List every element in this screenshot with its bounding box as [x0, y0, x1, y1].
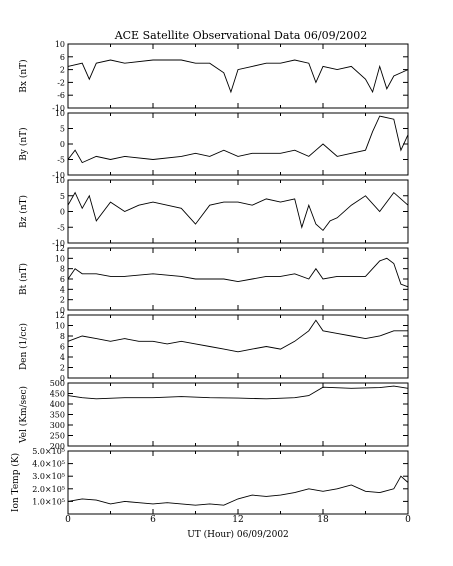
series-line	[67, 319, 408, 353]
chart-title: ACE Satellite Observational Data 06/09/2…	[114, 29, 368, 42]
y-tick-label: -10	[52, 171, 65, 180]
y-tick-label: 450	[50, 390, 65, 399]
y-tick-label: 0	[60, 306, 65, 315]
panel-frame	[67, 112, 409, 176]
panel: 02 46 810 12 Den (1/cc)	[18, 311, 409, 383]
x-tick-label: 0	[65, 515, 71, 525]
y-axis-label: Ion Temp (K)	[10, 453, 21, 512]
panel-frame	[67, 179, 409, 244]
y-axis-label: Bt (nT)	[18, 263, 29, 295]
x-tick-label: 6	[150, 515, 156, 525]
y-tick-label: 0	[60, 374, 65, 383]
y-tick-label: 250	[50, 432, 65, 441]
y-tick-label: 1.0×10⁵	[32, 497, 65, 506]
panel: -10 -6 -2 2 6 10 Bx (nT)	[18, 40, 409, 113]
y-tick-label: 4.0×10⁵	[32, 460, 65, 469]
y-tick-label: -10	[52, 239, 65, 248]
panel-frame	[67, 247, 409, 311]
y-tick-label: 10	[55, 176, 65, 185]
x-tick-label: 0	[405, 515, 411, 525]
panel-frame	[67, 450, 409, 515]
y-tick-label: 12	[55, 311, 65, 320]
y-tick-label: 350	[50, 411, 65, 420]
panel-frame	[67, 43, 409, 109]
y-tick-label: -6	[57, 91, 65, 100]
y-tick-label: 12	[55, 244, 65, 253]
y-tick-label: 3.0×10⁵	[32, 472, 65, 481]
y-tick-label: 200	[50, 442, 65, 451]
y-tick-label: 8	[60, 265, 65, 274]
y-tick-label: 400	[50, 400, 65, 409]
y-tick-label: 6	[60, 275, 65, 284]
y-tick-label: -10	[52, 104, 65, 113]
y-tick-label: 0	[60, 140, 65, 149]
y-tick-label: 6	[60, 53, 65, 62]
x-axis-label: UT (Hour) 06/09/2002	[187, 529, 289, 540]
y-tick-label: -5	[57, 223, 65, 232]
y-tick-label: -2	[57, 78, 65, 87]
y-axis-label: Bx (nT)	[18, 59, 29, 92]
y-axis-label: Bz (nT)	[18, 195, 29, 228]
y-tick-label: 2	[60, 296, 65, 305]
series-line	[67, 191, 409, 232]
y-tick-label: -5	[57, 156, 65, 165]
y-axis-label: Den (1/cc)	[18, 323, 29, 370]
y-tick-label: 4	[60, 353, 65, 362]
series-line	[67, 115, 409, 164]
y-tick-label: 6	[60, 343, 65, 352]
y-tick-label: 2	[60, 66, 65, 75]
panel-frame	[67, 382, 409, 447]
series-line	[67, 475, 409, 506]
series-line	[67, 257, 409, 288]
panel: -10 -5 0 5 10 By (nT)	[18, 109, 409, 180]
panel: 1.0×10⁵ 2.0×10⁵ 3.0×10⁵ 4.0×10⁵ 5.0×10⁵ Ion T…	[10, 447, 409, 515]
y-tick-label: 4	[60, 285, 65, 294]
y-tick-label: 10	[55, 254, 65, 263]
panel-frame	[67, 314, 409, 379]
panel: -10 -5 0 5 10 Bz (nT)	[18, 176, 409, 248]
y-tick-label: 5	[60, 125, 65, 134]
y-axis-label: Vel (Km/sec)	[18, 386, 29, 444]
y-tick-label: 5	[60, 192, 65, 201]
series-line	[67, 59, 409, 94]
y-axis-label: By (nT)	[18, 127, 29, 160]
y-tick-label: 5.0×10⁵	[32, 447, 65, 456]
series-line	[67, 385, 409, 400]
y-tick-label: 0	[60, 208, 65, 217]
y-tick-label: 300	[50, 421, 65, 430]
y-tick-label: 2	[60, 364, 65, 373]
y-tick-label: 10	[55, 322, 65, 331]
y-tick-label: 10	[55, 40, 65, 49]
x-tick-label: 18	[317, 515, 329, 525]
y-tick-label: 8	[60, 332, 65, 341]
y-tick-label: 500	[50, 379, 65, 388]
y-tick-label: 10	[55, 109, 65, 118]
y-tick-label: 2.0×10⁵	[32, 485, 65, 494]
x-tick-label: 12	[232, 515, 243, 525]
